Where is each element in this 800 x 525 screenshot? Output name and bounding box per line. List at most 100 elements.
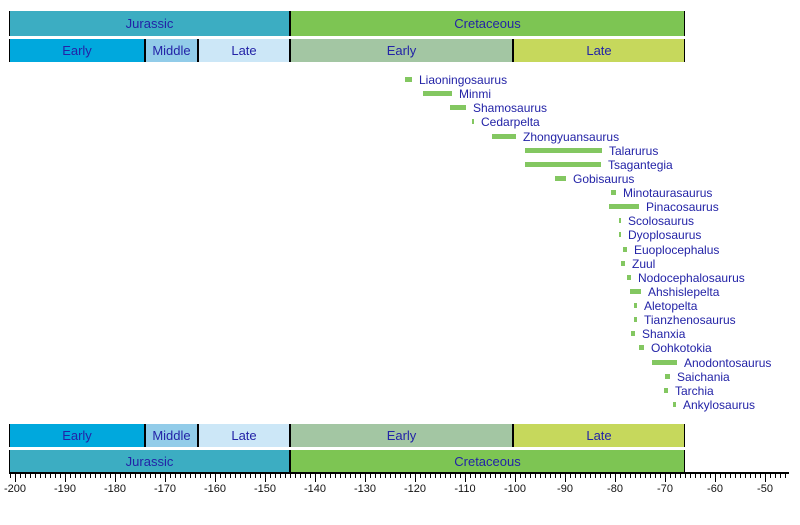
axis-minor-tick <box>235 474 236 478</box>
axis-minor-tick <box>30 474 31 478</box>
axis-minor-tick <box>10 474 11 478</box>
axis-tick-label: -170 <box>153 483 177 495</box>
axis-minor-tick <box>355 474 356 478</box>
taxon-label-pinacosaurus[interactable]: Pinacosaurus <box>646 200 719 214</box>
taxon-label-minmi[interactable]: Minmi <box>459 87 491 101</box>
taxon-label-tarchia[interactable]: Tarchia <box>675 384 714 398</box>
taxon-label-nodocephalosaurus[interactable]: Nodocephalosaurus <box>638 271 745 285</box>
axis-minor-tick <box>105 474 106 478</box>
axis-major-tick <box>365 474 366 482</box>
axis-minor-tick <box>505 474 506 478</box>
epoch-cell-late[interactable]: Late <box>198 424 290 447</box>
taxon-bar-tianzhenosaurus <box>634 317 637 322</box>
taxon-bar-aletopelta <box>634 303 637 308</box>
axis-minor-tick <box>585 474 586 478</box>
axis-minor-tick <box>305 474 306 478</box>
axis-minor-tick <box>500 474 501 478</box>
epoch-cell-early[interactable]: Early <box>290 424 513 447</box>
axis-minor-tick <box>640 474 641 478</box>
epoch-cell-middle[interactable]: Middle <box>145 424 198 447</box>
axis-minor-tick <box>380 474 381 478</box>
epoch-cell-late[interactable]: Late <box>513 424 685 447</box>
axis-minor-tick <box>75 474 76 478</box>
taxon-bar-tarchia <box>664 388 668 393</box>
axis-minor-tick <box>670 474 671 478</box>
top-epoch-band: Early Middle Late Early Late <box>0 39 800 62</box>
axis-tick-label: -160 <box>203 483 227 495</box>
taxon-bar-dyoplosaurus <box>619 232 621 237</box>
taxon-label-saichania[interactable]: Saichania <box>677 370 730 384</box>
epoch-label: Early <box>386 428 417 443</box>
epoch-label: Late <box>231 43 257 58</box>
axis-minor-tick <box>685 474 686 478</box>
taxon-label-ahshislepelta[interactable]: Ahshislepelta <box>648 285 720 299</box>
taxon-label-shanxia[interactable]: Shanxia <box>642 327 686 341</box>
taxon-label-zhongyuansaurus[interactable]: Zhongyuansaurus <box>523 130 620 144</box>
axis-major-tick <box>715 474 716 482</box>
epoch-cell-early[interactable]: Early <box>9 39 145 62</box>
axis-major-tick <box>765 474 766 482</box>
period-cell-cretaceous[interactable]: Cretaceous <box>290 11 685 36</box>
epoch-cell-early[interactable]: Early <box>9 424 145 447</box>
taxon-label-cedarpelta[interactable]: Cedarpelta <box>481 115 540 129</box>
axis-minor-tick <box>70 474 71 478</box>
taxon-label-anodontosaurus[interactable]: Anodontosaurus <box>684 356 772 370</box>
axis-tick-label: -190 <box>53 483 77 495</box>
axis-minor-tick <box>285 474 286 478</box>
axis-minor-tick <box>485 474 486 478</box>
period-cell-jurassic[interactable]: Jurassic <box>9 11 290 36</box>
axis-tick-label: -70 <box>657 483 673 495</box>
axis-minor-tick <box>470 474 471 478</box>
axis-minor-tick <box>535 474 536 478</box>
axis-minor-tick <box>730 474 731 478</box>
bottom-epoch-band: Early Middle Late Early Late <box>0 424 800 447</box>
taxon-bar-gobisaurus <box>555 176 566 181</box>
axis-minor-tick <box>225 474 226 478</box>
axis-minor-tick <box>145 474 146 478</box>
axis-minor-tick <box>605 474 606 478</box>
period-cell-cretaceous[interactable]: Cretaceous <box>290 450 685 472</box>
taxon-label-talarurus[interactable]: Talarurus <box>609 144 659 158</box>
axis-minor-tick <box>80 474 81 478</box>
axis-minor-tick <box>750 474 751 478</box>
period-label: Cretaceous <box>454 16 521 31</box>
taxon-label-zuul[interactable]: Zuul <box>632 257 656 271</box>
taxon-label-oohkotokia[interactable]: Oohkotokia <box>651 341 712 355</box>
axis-minor-tick <box>635 474 636 478</box>
axis-major-tick <box>15 474 16 482</box>
taxon-label-scolosaurus[interactable]: Scolosaurus <box>628 214 695 228</box>
taxon-label-aletopelta[interactable]: Aletopelta <box>644 299 698 313</box>
taxon-label-tsagantegia[interactable]: Tsagantegia <box>608 158 673 172</box>
axis-minor-tick <box>330 474 331 478</box>
taxon-label-shamosaurus[interactable]: Shamosaurus <box>473 101 548 115</box>
taxon-label-ankylosaurus[interactable]: Ankylosaurus <box>683 398 756 412</box>
axis-minor-tick <box>35 474 36 478</box>
taxon-bar-ankylosaurus <box>673 402 676 407</box>
period-cell-jurassic[interactable]: Jurassic <box>9 450 290 472</box>
axis-minor-tick <box>135 474 136 478</box>
axis-minor-tick <box>40 474 41 478</box>
axis-minor-tick <box>340 474 341 478</box>
taxon-label-euoplocephalus[interactable]: Euoplocephalus <box>634 243 720 257</box>
axis-minor-tick <box>50 474 51 478</box>
epoch-label: Late <box>231 428 257 443</box>
axis-line <box>9 472 789 474</box>
taxon-label-tianzhenosaurus[interactable]: Tianzhenosaurus <box>644 313 736 327</box>
axis-minor-tick <box>660 474 661 478</box>
epoch-cell-late[interactable]: Late <box>513 39 685 62</box>
axis-minor-tick <box>650 474 651 478</box>
bottom-period-band: Jurassic Cretaceous <box>0 450 800 472</box>
axis-minor-tick <box>760 474 761 478</box>
axis-minor-tick <box>150 474 151 478</box>
epoch-cell-early[interactable]: Early <box>290 39 513 62</box>
taxon-bar-minmi <box>423 91 452 96</box>
taxon-label-minotaurasaurus[interactable]: Minotaurasaurus <box>623 186 713 200</box>
axis-minor-tick <box>420 474 421 478</box>
taxon-label-liaoningosaurus[interactable]: Liaoningosaurus <box>419 73 508 87</box>
epoch-cell-middle[interactable]: Middle <box>145 39 198 62</box>
taxon-label-gobisaurus[interactable]: Gobisaurus <box>573 172 635 186</box>
taxon-label-dyoplosaurus[interactable]: Dyoplosaurus <box>628 228 702 242</box>
epoch-cell-late[interactable]: Late <box>198 39 290 62</box>
axis-minor-tick <box>360 474 361 478</box>
axis-minor-tick <box>460 474 461 478</box>
